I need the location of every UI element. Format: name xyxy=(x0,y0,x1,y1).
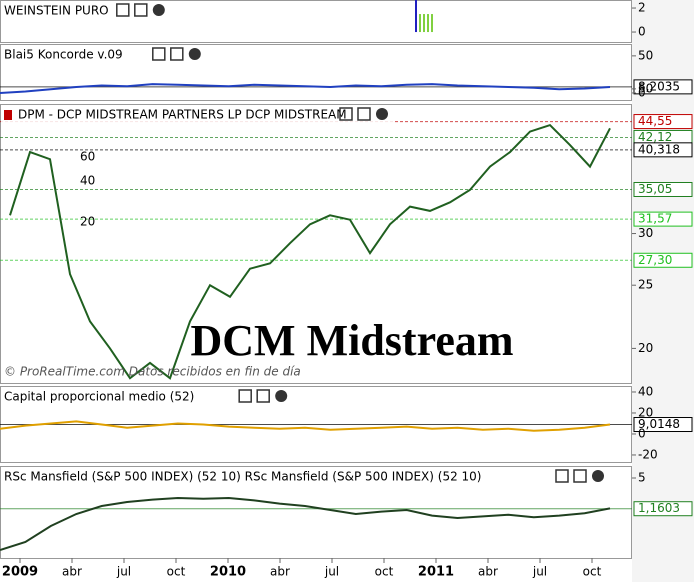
level-box xyxy=(633,142,693,158)
x-tick-label: 2010 xyxy=(210,565,246,580)
tick-label: 50 xyxy=(638,48,653,62)
inset-label: 20 xyxy=(80,215,95,229)
x-tick-label: jul xyxy=(324,565,339,579)
headline: DCM Midstream xyxy=(191,316,514,365)
panel xyxy=(0,0,632,43)
panel-title-bg xyxy=(1,45,208,63)
panel xyxy=(0,44,632,101)
close-button[interactable] xyxy=(275,390,288,402)
panel-title: Capital proporcional medio (52) xyxy=(4,390,194,404)
tick-label: 31,57 xyxy=(638,212,672,226)
bar xyxy=(415,0,417,33)
series-line xyxy=(0,420,611,432)
panel-title: Blai5 Koncorde v.09 xyxy=(4,48,123,62)
x-tick-label: oct xyxy=(583,565,602,579)
level-box xyxy=(633,211,693,227)
bar xyxy=(431,14,433,33)
panel-title: WEINSTEIN PURO xyxy=(4,4,109,18)
level-box xyxy=(633,417,693,433)
panel-title-bg xyxy=(1,467,611,485)
tick-label: 35,05 xyxy=(638,182,672,196)
x-tick-label: jul xyxy=(532,565,547,579)
tick-label: 0 xyxy=(638,85,646,99)
close-button[interactable] xyxy=(592,470,604,482)
level-box xyxy=(633,114,693,130)
tick-label: 1,1603 xyxy=(638,501,680,515)
level-box xyxy=(633,79,693,95)
tick-label: 2 xyxy=(638,1,646,15)
x-tick-label: oct xyxy=(167,565,186,579)
tick-label: 0 xyxy=(638,25,646,39)
panel-title: RSc Mansfield (S&P 500 INDEX) (52 10) RS… xyxy=(4,470,482,484)
level-box xyxy=(633,501,693,517)
x-tick-label: 2011 xyxy=(418,565,454,580)
bar xyxy=(427,14,429,33)
inset-label: 40 xyxy=(80,174,95,188)
level-box xyxy=(633,181,693,197)
tick-label: 9,0148 xyxy=(638,417,680,431)
tick-label: 20 xyxy=(638,341,653,355)
price-axis-area xyxy=(632,0,694,582)
wrench-button[interactable] xyxy=(339,107,353,121)
tick-label: 40,318 xyxy=(638,142,680,156)
window-button[interactable] xyxy=(256,389,270,403)
series-line xyxy=(9,123,611,380)
level-box xyxy=(633,252,693,268)
x-tick-label: 2009 xyxy=(2,565,38,580)
tick-label: 27,30 xyxy=(638,253,672,267)
wrench-button[interactable] xyxy=(152,47,166,61)
panel xyxy=(0,466,632,559)
close-button[interactable] xyxy=(376,108,388,120)
tick-label: 50 xyxy=(638,81,653,95)
tick-label: -20 xyxy=(638,447,658,461)
series-line xyxy=(0,496,611,551)
tick-label: 44,55 xyxy=(638,114,672,128)
x-tick-label: jul xyxy=(116,565,131,579)
tick-label: 30 xyxy=(638,226,653,240)
x-tick-label: abr xyxy=(270,565,290,579)
bar xyxy=(419,14,421,33)
wrench-button[interactable] xyxy=(116,3,130,17)
window-button[interactable] xyxy=(134,3,148,17)
panel-title: DPM - DCP MIDSTREAM PARTNERS LP DCP MIDS… xyxy=(18,108,347,122)
series-line xyxy=(0,83,611,94)
window-button[interactable] xyxy=(573,469,587,483)
panel-title-bg xyxy=(1,105,395,123)
x-tick-label: abr xyxy=(62,565,82,579)
tick-label: 25 xyxy=(638,278,653,292)
x-tick-label: oct xyxy=(375,565,394,579)
tick-label: 42,12 xyxy=(638,130,672,144)
tick-label: 8,2035 xyxy=(638,79,680,93)
window-button[interactable] xyxy=(357,107,371,121)
tick-label: 5 xyxy=(638,471,646,485)
wrench-button[interactable] xyxy=(238,389,252,403)
tick-label: 0 xyxy=(638,426,646,440)
tick-label: 20 xyxy=(638,405,653,419)
watermark: © ProRealTime.com Datos recibidos en fin… xyxy=(4,365,301,379)
window-button[interactable] xyxy=(170,47,184,61)
close-button[interactable] xyxy=(188,48,201,60)
panel xyxy=(0,104,632,384)
tick-label: 40 xyxy=(638,384,653,398)
panel-title-bg xyxy=(1,387,295,405)
bar xyxy=(423,14,425,33)
inset-label: 60 xyxy=(80,150,95,164)
x-tick-label: abr xyxy=(478,565,498,579)
wrench-button[interactable] xyxy=(555,469,569,483)
close-button[interactable] xyxy=(152,4,165,16)
price-icon xyxy=(4,110,12,120)
